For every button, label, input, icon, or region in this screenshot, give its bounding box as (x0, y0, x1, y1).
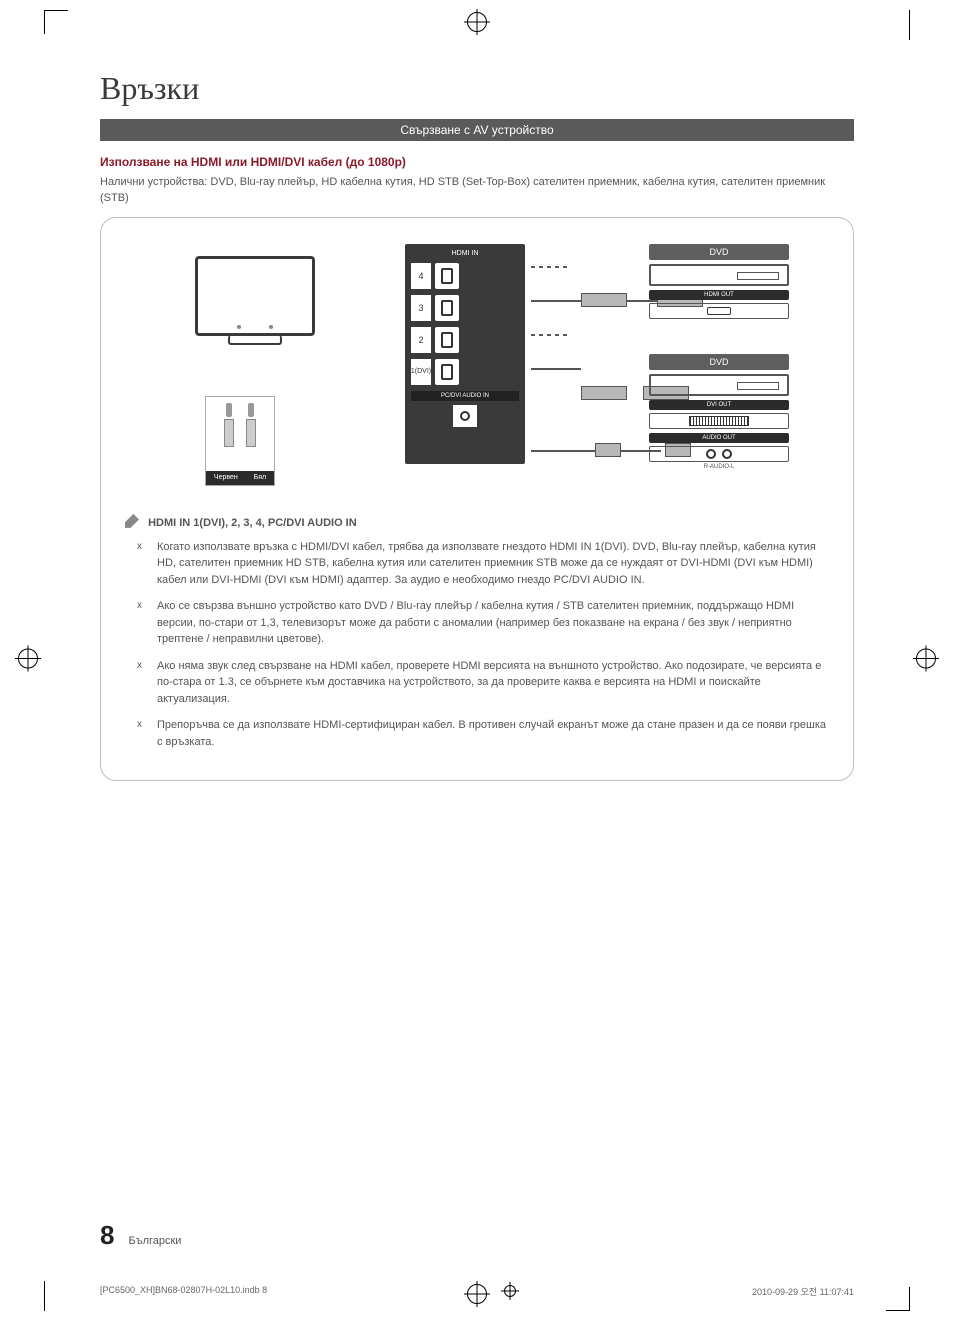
tv-icon (195, 256, 315, 336)
cable-hdmi-main (531, 300, 581, 302)
connection-diagram: Червен Бял HDMI IN 4 3 2 1(DVI) PC/DVI A… (125, 236, 829, 496)
jack-label-red: Червен (214, 474, 238, 481)
device2-dvi-label: DVI OUT (649, 400, 789, 410)
registration-mark-left (18, 648, 38, 673)
device2-dvi-port (649, 413, 789, 429)
note-heading-text: HDMI IN 1(DVI), 2, 3, 4, PC/DVI AUDIO IN (148, 517, 357, 529)
device2-audio-port (649, 446, 789, 462)
hdmi-port-3: 3 (411, 295, 431, 321)
crop-mark-br (886, 1287, 910, 1311)
audio-connector-left (595, 443, 621, 457)
page-language: Български (128, 1235, 181, 1247)
hdmi-port-1dvi: 1(DVI) (411, 359, 431, 385)
hdmi-port-4: 4 (411, 263, 431, 289)
note-heading: HDMI IN 1(DVI), 2, 3, 4, PC/DVI AUDIO IN (125, 514, 829, 529)
crop-mark-tl (44, 10, 68, 34)
print-footer-right: 2010-09-29 오전 11:07:41 (752, 1285, 854, 1299)
hdmi-connector-left (581, 293, 627, 307)
device2-audio-label: AUDIO OUT (649, 433, 789, 443)
device2-audio-sub: R-AUDIO-L (649, 464, 789, 470)
cable-dvi (531, 368, 581, 370)
device1-hdmi-out-port (649, 303, 789, 319)
audio-jack-block: Червен Бял (205, 396, 275, 486)
crop-mark-bl (44, 1281, 45, 1311)
jack-label-white: Бял (254, 474, 266, 481)
pcdvi-audio-slot (453, 405, 477, 427)
print-footer: [PC6500_XH]BN68-02807H-02L10.indb 8 2010… (100, 1285, 854, 1299)
device1-body (649, 264, 789, 286)
pcdvi-audio-label: PC/DVI AUDIO IN (411, 391, 519, 401)
device-dvd-hdmi: DVD HDMI OUT (649, 244, 789, 319)
device1-title: DVD (649, 244, 789, 260)
print-footer-left: [PC6500_XH]BN68-02807H-02L10.indb 8 (100, 1285, 267, 1299)
bullet-2: Ако се свързва външно устройство като DV… (153, 598, 829, 648)
dvi-connector-left (581, 386, 627, 400)
subheading: Използване на HDMI или HDMI/DVI кабел (д… (100, 155, 854, 169)
hdmi-port-2: 2 (411, 327, 431, 353)
print-footer-reg (504, 1285, 516, 1299)
cable-dotted-1 (531, 266, 571, 268)
hdmi-input-panel: HDMI IN 4 3 2 1(DVI) PC/DVI AUDIO IN (405, 244, 525, 464)
bullet-1: Когато използвате връзка с HDMI/DVI кабе… (153, 539, 829, 589)
device2-body (649, 374, 789, 396)
bullet-4: Препоръчва се да използвате HDMI-сертифи… (153, 717, 829, 750)
registration-mark-top (467, 12, 487, 37)
bullet-list: Когато използвате връзка с HDMI/DVI кабе… (125, 539, 829, 751)
hdmi-panel-title: HDMI IN (411, 250, 519, 257)
registration-mark-right (916, 648, 936, 673)
section-heading-bar: Свързване с AV устройство (100, 119, 854, 141)
device-dvd-dvi: DVD DVI OUT AUDIO OUT R-AUDIO-L (649, 354, 789, 470)
note-icon (125, 514, 139, 528)
page-footer: 8 Български (100, 1220, 181, 1251)
intro-paragraph: Налични устройства: DVD, Blu-ray плейър,… (100, 175, 854, 207)
cable-dotted-2 (531, 334, 571, 336)
chapter-title: Връзки (100, 70, 854, 107)
page-number: 8 (100, 1220, 114, 1251)
diagram-container: Червен Бял HDMI IN 4 3 2 1(DVI) PC/DVI A… (100, 217, 854, 782)
page-content: Връзки Свързване с AV устройство Използв… (100, 70, 854, 1251)
device2-title: DVD (649, 354, 789, 370)
device1-out-label: HDMI OUT (649, 290, 789, 300)
crop-mark-tr (909, 10, 910, 40)
bullet-3: Ако няма звук след свързване на HDMI каб… (153, 658, 829, 708)
